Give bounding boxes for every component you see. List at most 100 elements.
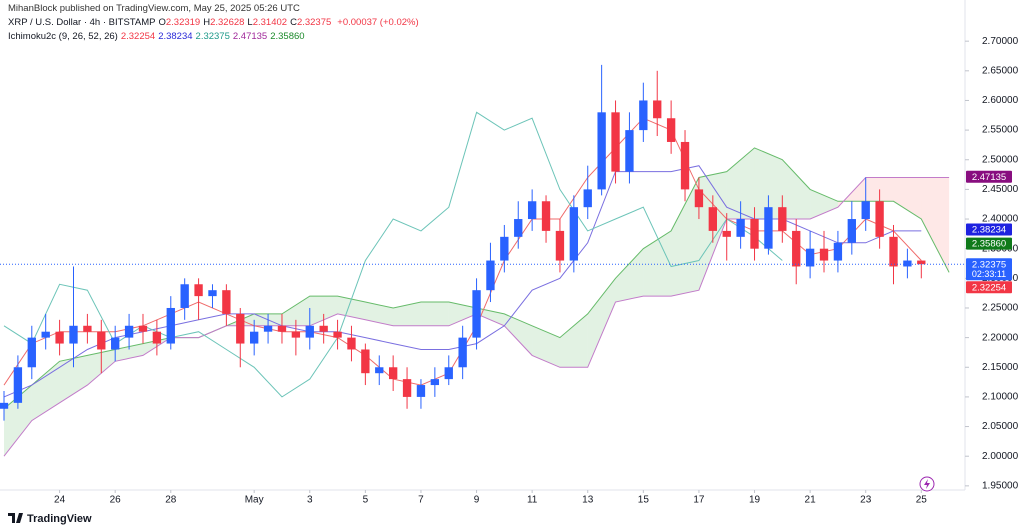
y-tick-label: 2.45000 [982, 184, 1019, 195]
candle-body [819, 248, 829, 261]
x-tick-label: 7 [418, 495, 424, 506]
y-tick-label: 2.05000 [982, 421, 1019, 432]
ohlc-key: O [158, 17, 166, 28]
x-tick-label: 17 [693, 495, 705, 506]
candle-body [166, 307, 175, 344]
y-tick-label: 2.10000 [982, 392, 1019, 403]
candle-body [875, 201, 884, 237]
candle-body [277, 325, 287, 332]
price-badge [966, 258, 1012, 281]
y-tick-label: 2.15000 [982, 362, 1019, 373]
candle-body [291, 331, 301, 338]
cloud-fill [31, 361, 60, 421]
candle-body [152, 331, 162, 344]
indicator-value: 2.38234 [158, 31, 193, 42]
candle-body [388, 367, 398, 380]
x-tick-label: May [245, 495, 264, 506]
candle-body [625, 130, 634, 172]
y-tick-label: 2.00000 [982, 451, 1019, 462]
price-badge [966, 237, 1012, 250]
change: +0.00037 (+0.02%) [337, 17, 419, 28]
cloud-fill [559, 313, 588, 368]
price-badge [966, 170, 1012, 183]
x-tick-label: 19 [749, 495, 761, 506]
cloud-fill [587, 278, 616, 368]
x-tick-label: 21 [805, 495, 817, 506]
ohlc-value: 2.31402 [252, 17, 288, 28]
price-badge [966, 281, 1012, 294]
cloud-fill [643, 230, 672, 297]
ohlc-key: H [203, 17, 211, 28]
x-tick-label: 28 [165, 495, 177, 506]
candle-body [555, 230, 565, 261]
candle-body [236, 313, 245, 344]
candle-body [97, 331, 106, 350]
y-tick-label: 2.25000 [982, 303, 1019, 314]
x-tick-label: 13 [582, 495, 594, 506]
candle-body [750, 219, 759, 249]
candle-body [416, 385, 426, 397]
x-tick-label: 23 [860, 495, 872, 506]
ohlc-item: L2.31402 [247, 17, 287, 28]
indicator-row: Ichimoku2c (9, 26, 52, 26) 2.32254 2.38234… [8, 30, 422, 44]
candle-body [708, 207, 717, 231]
x-tick-label: 5 [363, 495, 369, 506]
candle-body [847, 219, 856, 243]
candle-body [472, 290, 481, 338]
ohlc-value: 2.32319 [165, 17, 201, 28]
y-tick-label: 2.50000 [982, 154, 1019, 165]
x-tick-label: 11 [527, 495, 538, 506]
price-badge-label: 2.47135 [972, 172, 1006, 183]
ohlc-item: C2.32375 [290, 17, 331, 28]
indicator-line [3, 111, 783, 398]
y-tick-label: 2.55000 [982, 125, 1019, 136]
candle-body [694, 189, 704, 208]
cloud-fill [782, 159, 811, 220]
candle-body [653, 100, 662, 119]
candle-body [319, 325, 328, 332]
y-tick-label: 1.95000 [982, 480, 1019, 491]
candle-body [194, 284, 203, 297]
indicator-value: 2.47135 [232, 31, 268, 42]
price-badge-label: 2.38234 [972, 225, 1006, 236]
candle-body [83, 325, 92, 332]
x-tick-label: 9 [474, 495, 480, 506]
candle-body [889, 236, 898, 267]
candle-body [0, 402, 9, 409]
price-countdown: 02:33:11 [972, 269, 1006, 279]
candle-body [917, 260, 926, 265]
y-tick-label: 2.60000 [982, 95, 1019, 106]
cloud-fill [921, 177, 950, 273]
candle-body [180, 284, 189, 308]
symbol-row: XRP / U.S. Dollar · 4h · BITSTAMP O2.3231… [8, 16, 422, 30]
alert-icon [919, 476, 935, 492]
cloud-fill [504, 313, 533, 356]
indicator-value: 2.32375 [195, 31, 230, 42]
cloud-fill [365, 302, 394, 326]
candle-body [41, 331, 50, 338]
candle-body [680, 141, 690, 190]
x-tick-label: 3 [307, 495, 313, 506]
cloud-fill [615, 248, 644, 303]
candle-body [124, 325, 134, 338]
candle-body [444, 367, 453, 380]
indicator-values: 2.32254 2.38234 2.32375 2.47135 2.35860 [121, 31, 308, 42]
y-tick-label: 2.65000 [982, 65, 1019, 76]
cloud-fill [448, 302, 477, 326]
candle-body [778, 207, 787, 231]
brand: TradingView [27, 513, 92, 525]
price-badge-label: 2.32375 [972, 259, 1006, 270]
ohlc-value: 2.32375 [296, 17, 332, 28]
candle-body [583, 189, 592, 208]
cloud-fill [810, 189, 838, 220]
candle-body [833, 242, 843, 261]
candle-body [430, 379, 440, 386]
candle-body [69, 325, 78, 344]
ohlc-value: 2.32628 [210, 17, 245, 28]
logo [8, 513, 23, 523]
candle-body [250, 331, 259, 344]
ohlc-item: H2.32628 [203, 17, 244, 28]
candle-body [458, 337, 467, 368]
